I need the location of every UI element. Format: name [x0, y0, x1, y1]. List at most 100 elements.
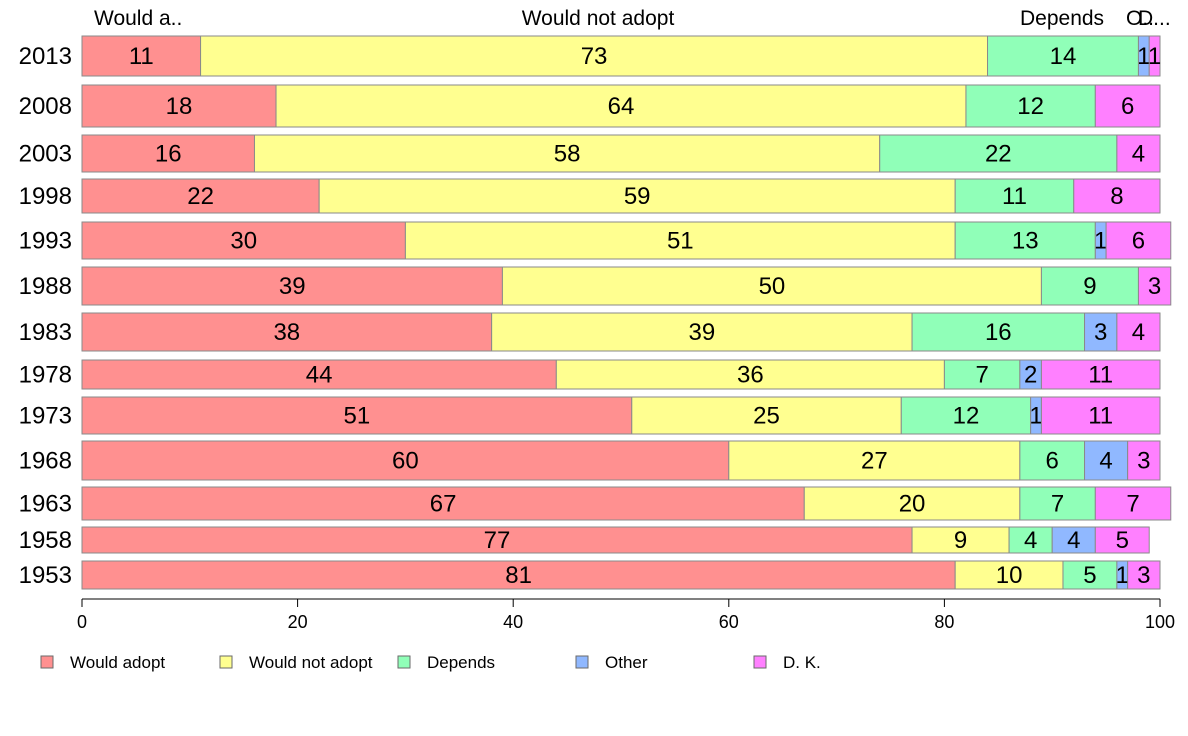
bar-segment — [1148, 35, 1161, 77]
data-label: 3 — [1137, 448, 1150, 475]
bar-segment — [954, 221, 1096, 260]
bar-segment — [1094, 84, 1161, 128]
data-label: 9 — [1083, 273, 1096, 300]
bar-segment — [81, 560, 956, 590]
data-label: 7 — [1051, 491, 1064, 518]
category-label: 2003 — [19, 141, 72, 168]
bar-segment — [81, 440, 730, 481]
data-label: 1 — [1094, 228, 1107, 255]
category-label: 1998 — [19, 183, 72, 210]
bar-segment — [728, 440, 1021, 481]
bar-segment — [275, 84, 967, 128]
data-label: 14 — [1050, 43, 1077, 70]
bar-segment — [1116, 134, 1161, 173]
bar-segment — [318, 178, 956, 214]
data-label: 12 — [953, 403, 980, 430]
bar-segment — [803, 486, 1021, 521]
data-label: 60 — [392, 448, 419, 475]
bar-segment — [954, 178, 1075, 214]
bar-segment — [1094, 486, 1172, 521]
data-label: 50 — [759, 273, 786, 300]
bar-segment — [900, 396, 1032, 435]
data-label: 3 — [1137, 562, 1150, 589]
category-label: 2013 — [19, 43, 72, 70]
bar-segment — [1062, 560, 1118, 590]
data-label: 9 — [954, 527, 967, 554]
data-label: 58 — [554, 141, 581, 168]
data-label: 51 — [344, 403, 371, 430]
top-series-label: Would a.. — [94, 7, 182, 30]
data-label: 39 — [688, 319, 715, 346]
x-tick-label: 0 — [77, 612, 87, 632]
bar-segment — [81, 359, 557, 390]
bar-segment — [501, 266, 1042, 306]
data-label: 13 — [1012, 228, 1039, 255]
bar-segment — [1127, 440, 1161, 481]
data-label: 16 — [985, 319, 1012, 346]
data-label: 8 — [1110, 183, 1123, 210]
data-label: 4 — [1024, 527, 1037, 554]
bar-segment — [81, 266, 503, 306]
bar-segment — [81, 221, 406, 260]
data-label: 7 — [975, 362, 988, 389]
data-label: 44 — [306, 362, 333, 389]
bar-segment — [1008, 526, 1053, 554]
data-label: 36 — [737, 362, 764, 389]
bar-segment — [81, 526, 913, 554]
data-label: 59 — [624, 183, 651, 210]
bar-segment — [1137, 266, 1172, 306]
data-label: 81 — [505, 562, 532, 589]
data-label: 77 — [484, 527, 511, 554]
legend-label: Depends — [427, 653, 495, 672]
data-label: 3 — [1094, 319, 1107, 346]
data-label: 16 — [155, 141, 182, 168]
data-label: 22 — [187, 183, 214, 210]
category-label: 1978 — [19, 362, 72, 389]
category-label: 2008 — [19, 93, 72, 120]
data-label: 11 — [1088, 362, 1113, 389]
bar-segment — [1040, 396, 1161, 435]
data-label: 12 — [1017, 93, 1044, 120]
bar-segment — [1094, 526, 1150, 554]
data-label: 7 — [1126, 491, 1139, 518]
bar-segment — [1084, 312, 1118, 352]
data-label: 1 — [1029, 403, 1042, 430]
bar-segment — [1127, 560, 1161, 590]
bar-segment — [1116, 312, 1161, 352]
data-label: 38 — [273, 319, 300, 346]
top-series-label: D... — [1138, 7, 1171, 30]
bar-segment — [631, 396, 902, 435]
category-label: 1968 — [19, 448, 72, 475]
legend-swatch — [219, 655, 233, 669]
x-tick-label: 80 — [934, 612, 954, 632]
legend-swatch — [575, 655, 589, 669]
data-label: 6 — [1132, 228, 1145, 255]
category-label: 1963 — [19, 491, 72, 518]
bar-segment — [555, 359, 945, 390]
data-label: 5 — [1083, 562, 1096, 589]
top-series-label: O.. — [1126, 7, 1154, 30]
data-label: 4 — [1132, 141, 1145, 168]
category-label: 1988 — [19, 273, 72, 300]
category-label: 1973 — [19, 403, 72, 430]
bar-segment — [200, 35, 989, 77]
x-tick-label: 20 — [288, 612, 308, 632]
data-label: 39 — [279, 273, 306, 300]
bar-segment — [911, 526, 1010, 554]
data-label: 1 — [1116, 562, 1129, 589]
top-series-label: Would not adopt — [522, 7, 675, 30]
bar-segment — [1084, 440, 1129, 481]
data-label: 4 — [1132, 319, 1145, 346]
bar-segment — [1040, 359, 1161, 390]
data-label: 27 — [861, 448, 888, 475]
bar-segment — [879, 134, 1118, 173]
bar-segment — [1105, 221, 1172, 260]
bar-segment — [491, 312, 913, 352]
data-label: 25 — [753, 403, 780, 430]
data-label: 6 — [1121, 93, 1134, 120]
bar-segment — [965, 84, 1096, 128]
data-label: 73 — [581, 43, 608, 70]
x-tick-label: 100 — [1145, 612, 1175, 632]
data-label: 6 — [1046, 448, 1059, 475]
